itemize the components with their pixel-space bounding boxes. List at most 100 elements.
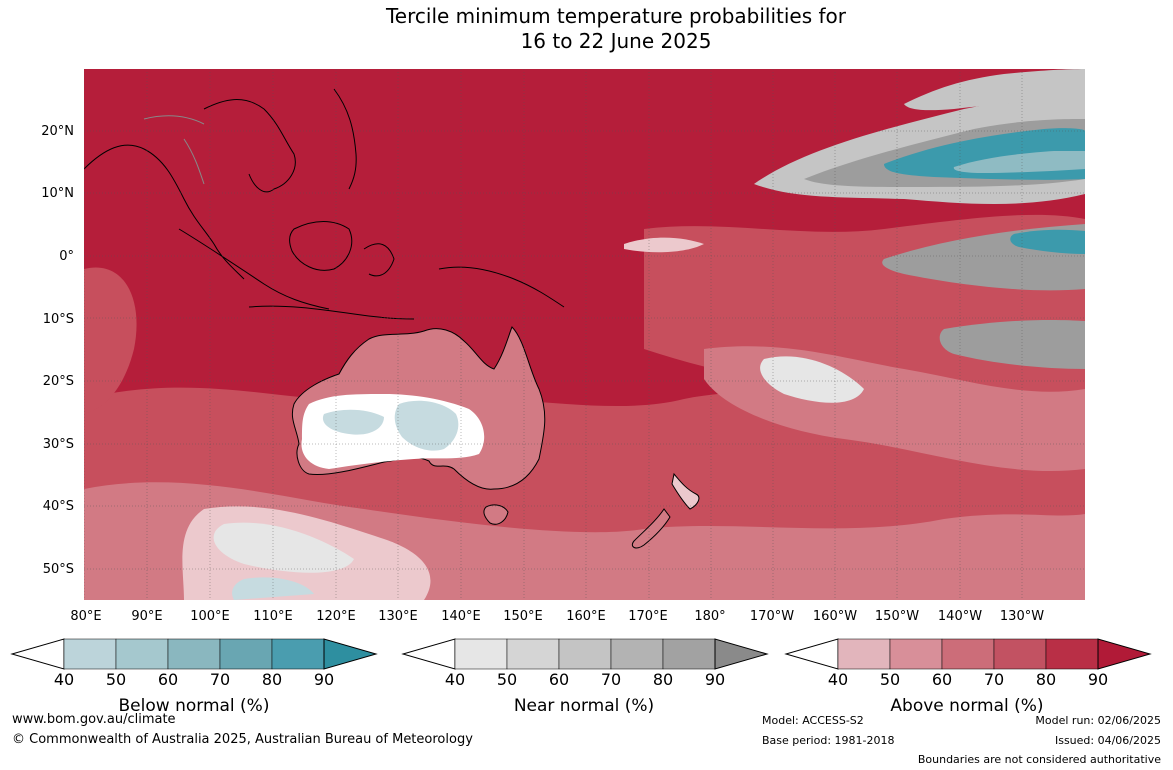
near-normal-swatch-50 bbox=[454, 638, 508, 670]
lat-label-20s: 20°S bbox=[42, 374, 74, 389]
below-normal-tick-40: 40 bbox=[53, 670, 75, 689]
lon-label-160e: 160°E bbox=[566, 609, 606, 624]
above-normal-swatch-60 bbox=[889, 638, 943, 670]
footer-copyright: © Commonwealth of Australia 2025, Austra… bbox=[12, 732, 473, 747]
above-normal-upper-arrow bbox=[1097, 638, 1152, 670]
probability-map-svg bbox=[84, 69, 1085, 600]
near-40-region-southwest bbox=[213, 522, 354, 573]
lat-label-10s: 10°S bbox=[42, 312, 74, 327]
near-normal-title: Near normal (%) bbox=[513, 696, 655, 716]
above-normal-swatch-50 bbox=[837, 638, 891, 670]
below-normal-swatch-80 bbox=[219, 638, 273, 670]
above-normal-swatch-70 bbox=[941, 638, 995, 670]
lon-label-110e: 110°E bbox=[253, 609, 293, 624]
lon-label-180: 180° bbox=[694, 609, 726, 624]
lon-label-140e: 140°E bbox=[441, 609, 481, 624]
lon-label-160w: 160°W bbox=[812, 609, 858, 624]
near-normal-swatch-70 bbox=[558, 638, 612, 670]
lat-label-50s: 50°S bbox=[42, 562, 74, 577]
mainland-border-outline bbox=[143, 115, 205, 125]
above-normal-swatch-90 bbox=[1045, 638, 1099, 670]
below-normal-tick-70: 70 bbox=[209, 670, 231, 689]
map-title-line1: Tercile minimum temperature probabilitie… bbox=[385, 4, 847, 28]
below-normal-title: Below normal (%) bbox=[118, 696, 270, 716]
tasmania bbox=[483, 504, 509, 525]
lat-label-equator: 0° bbox=[59, 249, 74, 264]
lon-label-130e: 130°E bbox=[378, 609, 418, 624]
near-normal-tick-50: 50 bbox=[496, 670, 518, 689]
lon-label-170w: 170°W bbox=[749, 609, 795, 624]
below-normal-swatch-60 bbox=[115, 638, 169, 670]
philippines-outline bbox=[333, 88, 357, 190]
probability-map bbox=[84, 69, 1085, 600]
above-normal-tick-80: 80 bbox=[1035, 670, 1057, 689]
below-normal-tick-80: 80 bbox=[261, 670, 283, 689]
near-80-region-southeast bbox=[939, 319, 1085, 369]
near-normal-colorbar bbox=[401, 638, 769, 670]
near-40-region-east-south bbox=[760, 356, 864, 403]
near-normal-tick-60: 60 bbox=[548, 670, 570, 689]
lat-label-40s: 40°S bbox=[42, 499, 74, 514]
near-normal-tick-40: 40 bbox=[444, 670, 466, 689]
near-normal-tick-90: 90 bbox=[704, 670, 726, 689]
below-60-region-northeast bbox=[953, 151, 1085, 173]
lon-label-150e: 150°E bbox=[503, 609, 543, 624]
footer-model: Model: ACCESS-S2 bbox=[762, 714, 864, 727]
java-outline bbox=[248, 305, 415, 320]
near-normal-lower-arrow bbox=[401, 638, 456, 670]
lon-label-120e: 120°E bbox=[316, 609, 356, 624]
below-normal-lower-arrow bbox=[10, 638, 65, 670]
below-40-patch-central-australia bbox=[394, 400, 459, 451]
footer-model-run: Model run: 02/06/2025 bbox=[1035, 714, 1161, 727]
sumatra-outline bbox=[178, 228, 330, 310]
near-normal-swatch-60 bbox=[506, 638, 560, 670]
above-normal-tick-60: 60 bbox=[931, 670, 953, 689]
below-80-region-equatorial-east bbox=[1010, 229, 1085, 254]
near-normal-tick-70: 70 bbox=[600, 670, 622, 689]
above-40-patch-central-pacific bbox=[624, 237, 704, 253]
above-normal-colorbar bbox=[784, 638, 1152, 670]
below-normal-swatch-70 bbox=[167, 638, 221, 670]
above-normal-tick-50: 50 bbox=[879, 670, 901, 689]
lon-label-150w: 150°W bbox=[874, 609, 920, 624]
above-70-region-west bbox=[84, 267, 137, 414]
borneo-outline bbox=[289, 221, 353, 271]
graticule bbox=[84, 69, 1085, 600]
below-normal-upper-arrow bbox=[323, 638, 378, 670]
indochina-border-outline bbox=[183, 138, 205, 185]
near-normal-swatch-80 bbox=[610, 638, 664, 670]
footer-issued: Issued: 04/06/2025 bbox=[1054, 734, 1161, 747]
near-normal-tick-80: 80 bbox=[652, 670, 674, 689]
footer-base-period: Base period: 1981-2018 bbox=[762, 734, 895, 747]
lon-label-80e: 80°E bbox=[70, 609, 102, 624]
below-normal-tick-50: 50 bbox=[105, 670, 127, 689]
southeast-asia-coastline bbox=[203, 99, 296, 193]
below-normal-swatch-50 bbox=[63, 638, 117, 670]
map-title-line2: 16 to 22 June 2025 bbox=[520, 29, 712, 53]
new-zealand-north-island bbox=[671, 472, 700, 510]
new-guinea-outline bbox=[438, 266, 565, 308]
above-normal-tick-90: 90 bbox=[1087, 670, 1109, 689]
near-normal-upper-arrow bbox=[714, 638, 769, 670]
lat-label-20n: 20°N bbox=[41, 124, 74, 139]
lon-label-170e: 170°E bbox=[628, 609, 668, 624]
above-normal-title: Above normal (%) bbox=[890, 696, 1044, 716]
near-normal-swatch-90 bbox=[662, 638, 716, 670]
map-title: Tercile minimum temperature probabilitie… bbox=[0, 4, 1173, 54]
below-normal-tick-90: 90 bbox=[313, 670, 335, 689]
lat-label-10n: 10°N bbox=[41, 186, 74, 201]
lat-label-30s: 30°S bbox=[42, 437, 74, 452]
below-normal-tick-60: 60 bbox=[157, 670, 179, 689]
above-normal-tick-40: 40 bbox=[827, 670, 849, 689]
below-normal-swatch-90 bbox=[271, 638, 325, 670]
above-normal-swatch-80 bbox=[993, 638, 1047, 670]
below-normal-colorbar bbox=[10, 638, 378, 670]
indochina-coastline bbox=[84, 144, 245, 280]
sulawesi-outline bbox=[363, 243, 395, 277]
below-40-patch-western-australia bbox=[322, 409, 384, 435]
lon-label-140w: 140°W bbox=[937, 609, 983, 624]
footer-website-link[interactable]: www.bom.gov.au/climate bbox=[12, 712, 176, 727]
footer-disclaimer: Boundaries are not considered authoritat… bbox=[917, 753, 1161, 766]
near-60-region-north-edge bbox=[904, 69, 1085, 111]
new-zealand-south-island bbox=[631, 508, 671, 549]
